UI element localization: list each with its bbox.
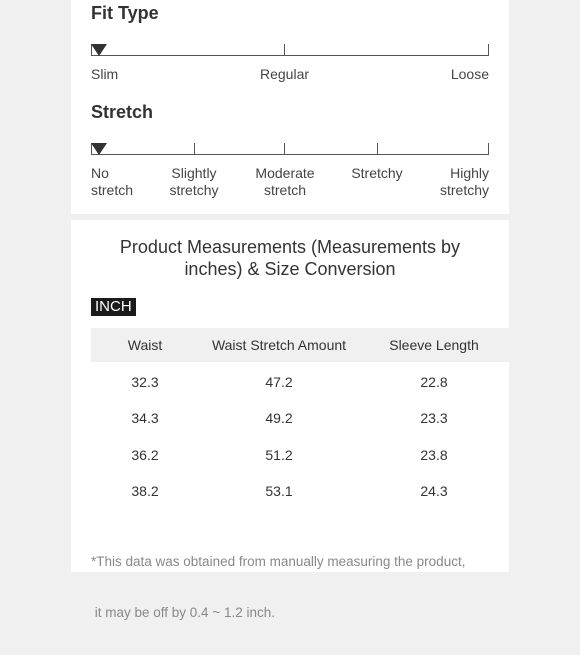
- stretch-tick-5: [488, 143, 489, 155]
- disclaimer-line-2: it may be off by 0.4 ~ 1.2 inch.: [91, 605, 275, 620]
- fit-stretch-panel: Fit Type Slim Regular Loose Stretch No s…: [71, 0, 509, 214]
- cell-sleeve-length: 22.8: [420, 374, 448, 390]
- stretch-pointer-icon: [91, 143, 107, 155]
- fit-type-heading: Fit Type: [91, 3, 159, 23]
- cell-sleeve-length: 23.8: [420, 447, 448, 463]
- cell-waist-stretch: 49.2: [265, 410, 293, 426]
- stretch-tick-4: [377, 143, 378, 155]
- stretch-tick-3: [284, 143, 285, 155]
- fit-label-slim: Slim: [91, 66, 119, 82]
- fit-scale-line: [91, 55, 489, 56]
- column-header-sleeve-length: Sleeve Length: [389, 337, 479, 353]
- fit-label-regular: Regular: [260, 66, 310, 82]
- table-row: 32.3 47.2 22.8: [91, 374, 509, 394]
- cell-sleeve-length: 24.3: [420, 483, 448, 499]
- cell-waist-stretch: 51.2: [265, 447, 293, 463]
- measurements-title-line-1: Product Measurements (Measurements by: [119, 237, 461, 257]
- measurement-disclaimer: *This data was obtained from manually me…: [91, 519, 465, 655]
- stretch-heading: Stretch: [91, 102, 154, 122]
- measurements-title-line-2: inches) & Size Conversion: [184, 259, 396, 279]
- column-header-waist: Waist: [127, 337, 163, 353]
- disclaimer-line-1: *This data was obtained from manually me…: [91, 554, 466, 569]
- fit-label-loose: Loose: [450, 66, 489, 82]
- measurements-title: Product Measurements (Measurements by in…: [71, 236, 509, 280]
- measurements-panel: Product Measurements (Measurements by in…: [71, 220, 509, 620]
- stretch-tick-2: [194, 143, 195, 155]
- cell-waist: 38.2: [131, 483, 159, 499]
- cell-waist: 32.3: [131, 374, 159, 390]
- fit-pointer-icon: [91, 44, 107, 56]
- cell-waist-stretch: 47.2: [265, 374, 293, 390]
- unit-badge: INCH: [91, 298, 136, 316]
- column-header-waist-stretch: Waist Stretch Amount: [211, 337, 347, 353]
- stretch-label-stretchy: Stretchy: [351, 165, 403, 181]
- cell-waist-stretch: 53.1: [265, 483, 293, 499]
- stretch-label-slightly: Slightly stretchy: [169, 165, 219, 198]
- table-row: 36.2 51.2 23.8: [91, 447, 509, 467]
- cell-waist: 34.3: [131, 410, 159, 426]
- cell-sleeve-length: 23.3: [420, 410, 448, 426]
- table-row: 34.3 49.2 23.3: [91, 410, 509, 430]
- stretch-label-moderate: Moderate stretch: [255, 165, 315, 198]
- stretch-label-no: No stretch: [91, 165, 134, 198]
- stretch-label-highly: Highly stretchy: [439, 165, 489, 198]
- stretch-scale-line: [91, 154, 489, 155]
- fit-tick-regular: [284, 44, 285, 56]
- cell-waist: 36.2: [131, 447, 159, 463]
- fit-tick-loose: [488, 44, 489, 56]
- table-row: 38.2 53.1 24.3: [91, 483, 509, 503]
- table-header: Waist Waist Stretch Amount Sleeve Length: [91, 328, 509, 362]
